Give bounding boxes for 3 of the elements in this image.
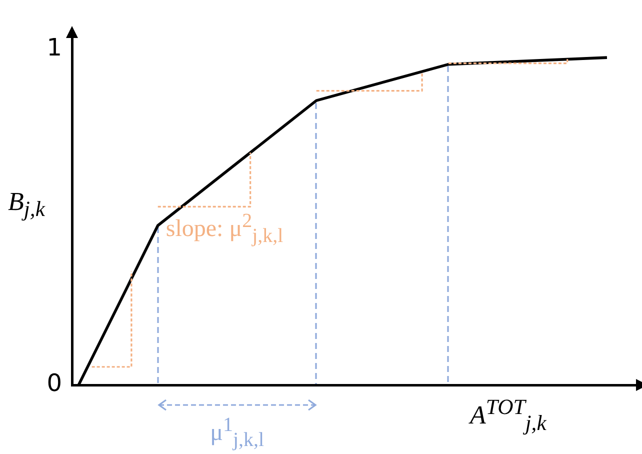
y-tick-label: 0 [46, 369, 62, 398]
y-tick-label: 1 [46, 33, 62, 62]
y-axis-title: B$_{j,k}$ [8, 186, 45, 221]
